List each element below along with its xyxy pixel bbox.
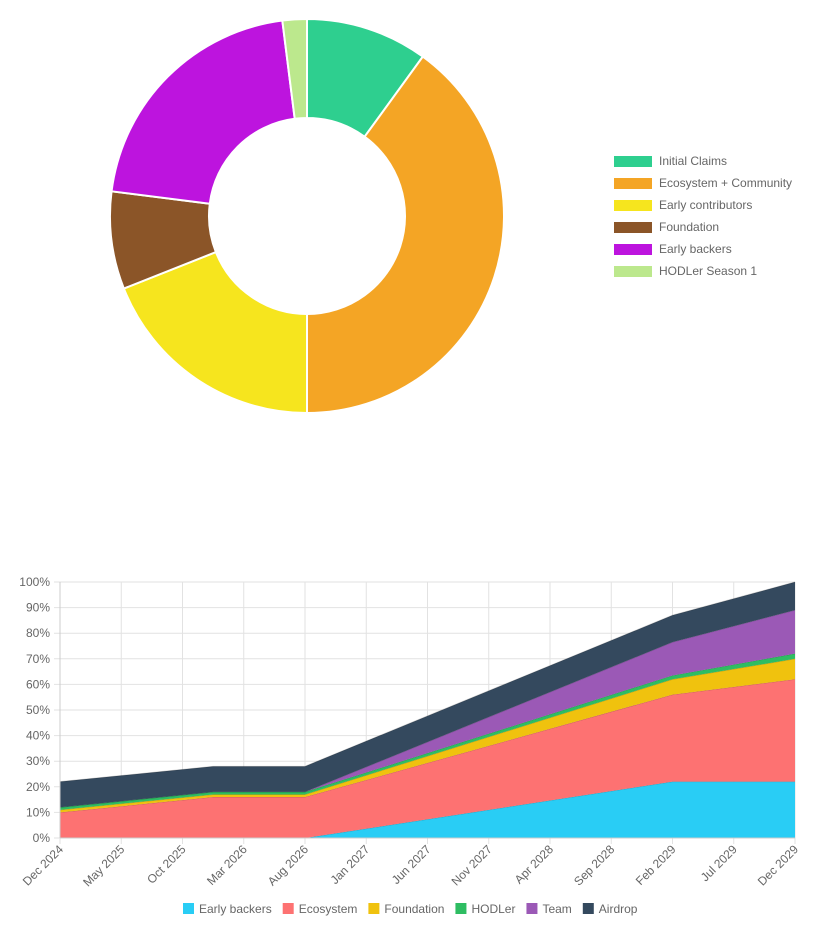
x-tick-label: Jan 2027 (328, 842, 373, 887)
x-tick-label: Nov 2027 (449, 842, 495, 888)
y-tick-label: 100% (19, 575, 50, 589)
legend-swatch-ecosystem-community (614, 178, 652, 189)
legend-label-hodler[interactable]: HODLer (471, 902, 515, 916)
x-tick-label: Aug 2026 (265, 842, 311, 888)
y-tick-label: 80% (26, 626, 50, 640)
legend-label-initial-claims[interactable]: Initial Claims (659, 154, 727, 168)
x-tick-label: Feb 2029 (633, 842, 679, 888)
legend-swatch-ecosystem (282, 903, 294, 914)
x-tick-label: Oct 2025 (144, 842, 189, 887)
donut-slice-ecosystem-community[interactable] (306, 55, 505, 415)
legend-swatch-early-contributors (614, 200, 652, 211)
x-tick-label: Dec 2024 (20, 842, 66, 888)
stacked-area-chart: 0% 10% 20% 30% 40% 50% 60% 70% 80% 90% 100% Dec 20… (19, 575, 801, 916)
area-series-foundation[interactable] (60, 658, 795, 813)
y-tick-label: 40% (26, 729, 50, 743)
legend-swatch-early-backers (614, 244, 652, 255)
legend-label-foundation[interactable]: Foundation (659, 220, 719, 234)
donut-chart: Initial Claims Ecosystem + Community Early… (109, 17, 792, 415)
y-tick-label: 30% (26, 754, 50, 768)
x-tick-label: Mar 2026 (204, 842, 250, 888)
legend-label-early-backers[interactable]: Early backers (199, 902, 272, 916)
legend-swatch-foundation (614, 222, 652, 233)
legend-swatch-foundation (368, 903, 380, 914)
y-tick-label: 50% (26, 703, 50, 717)
x-tick-label: Dec 2029 (755, 842, 801, 888)
x-tick-label: May 2025 (80, 842, 127, 889)
x-tick-label: Sep 2028 (571, 842, 617, 888)
y-tick-label: 60% (26, 677, 50, 691)
area-series-edge (59, 581, 796, 783)
area-series-ecosystem[interactable] (60, 679, 795, 838)
area-series-team[interactable] (60, 610, 795, 808)
y-tick-label: 90% (26, 601, 50, 615)
legend-label-ecosystem-community[interactable]: Ecosystem + Community (659, 176, 792, 190)
legend-swatch-hodler (455, 903, 467, 914)
legend-label-early-contributors[interactable]: Early contributors (659, 198, 752, 212)
y-tick-label: 10% (26, 805, 50, 819)
donut-slice-hodler-season-1[interactable] (281, 17, 308, 120)
legend-label-hodler-season-1[interactable]: HODLer Season 1 (659, 264, 757, 278)
x-tick-label: Jul 2029 (698, 842, 740, 884)
legend-swatch-early-backers (183, 903, 194, 914)
legend-label-ecosystem[interactable]: Ecosystem (299, 902, 358, 916)
legend-label-team[interactable]: Team (542, 902, 571, 916)
legend-label-early-backers[interactable]: Early backers (659, 242, 732, 256)
legend-swatch-team (526, 903, 538, 914)
y-tick-label: 70% (26, 652, 50, 666)
x-tick-label: Jun 2027 (389, 842, 434, 887)
donut-slice-early-contributors[interactable] (122, 250, 308, 415)
legend-swatch-initial-claims (614, 156, 652, 167)
donut-slice-early-backers[interactable] (110, 19, 296, 205)
y-tick-label: 0% (33, 831, 51, 845)
legend-swatch-airdrop (582, 903, 594, 914)
area-series-hodler[interactable] (60, 653, 795, 810)
area-series-airdrop[interactable] (60, 582, 795, 808)
y-tick-label: 20% (26, 780, 50, 794)
legend-label-foundation[interactable]: Foundation (384, 902, 444, 916)
area-series-early-backers[interactable] (60, 781, 795, 838)
x-tick-label: Apr 2028 (512, 842, 557, 887)
legend-label-airdrop[interactable]: Airdrop (599, 902, 638, 916)
legend-swatch-hodler-season-1 (614, 266, 652, 277)
